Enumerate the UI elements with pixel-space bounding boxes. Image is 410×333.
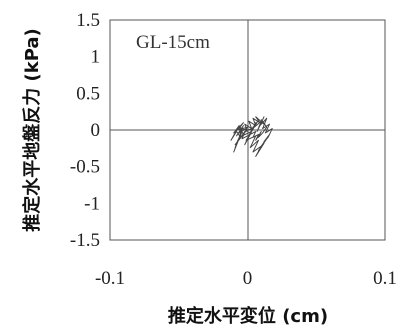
x-tick-label: 0.1	[373, 268, 397, 289]
x-tick-label: 0	[243, 268, 253, 289]
y-tick-label: -1.5	[70, 230, 100, 251]
y-tick-label: 0	[91, 120, 101, 141]
x-tick-label: -0.1	[95, 268, 125, 289]
y-axis-ticks: 1.5 1 0.5 0 -0.5 -1 -1.5	[70, 10, 100, 251]
x-axis-ticks: -0.1 0 0.1	[95, 268, 397, 289]
y-tick-label: -0.5	[70, 157, 100, 178]
x-axis-title: 推定水平変位 (cm)	[168, 305, 328, 327]
series-line-0	[231, 117, 272, 157]
y-tick-label: 1.5	[76, 10, 100, 31]
depth-annotation: GL-15cm	[136, 32, 210, 53]
y-tick-label: 1	[91, 47, 101, 68]
y-tick-label: 0.5	[76, 83, 100, 104]
series-layer	[231, 117, 272, 157]
y-axis-title: 推定水平地盤反力 (kPa)	[21, 28, 43, 232]
y-tick-label: -1	[84, 193, 100, 214]
